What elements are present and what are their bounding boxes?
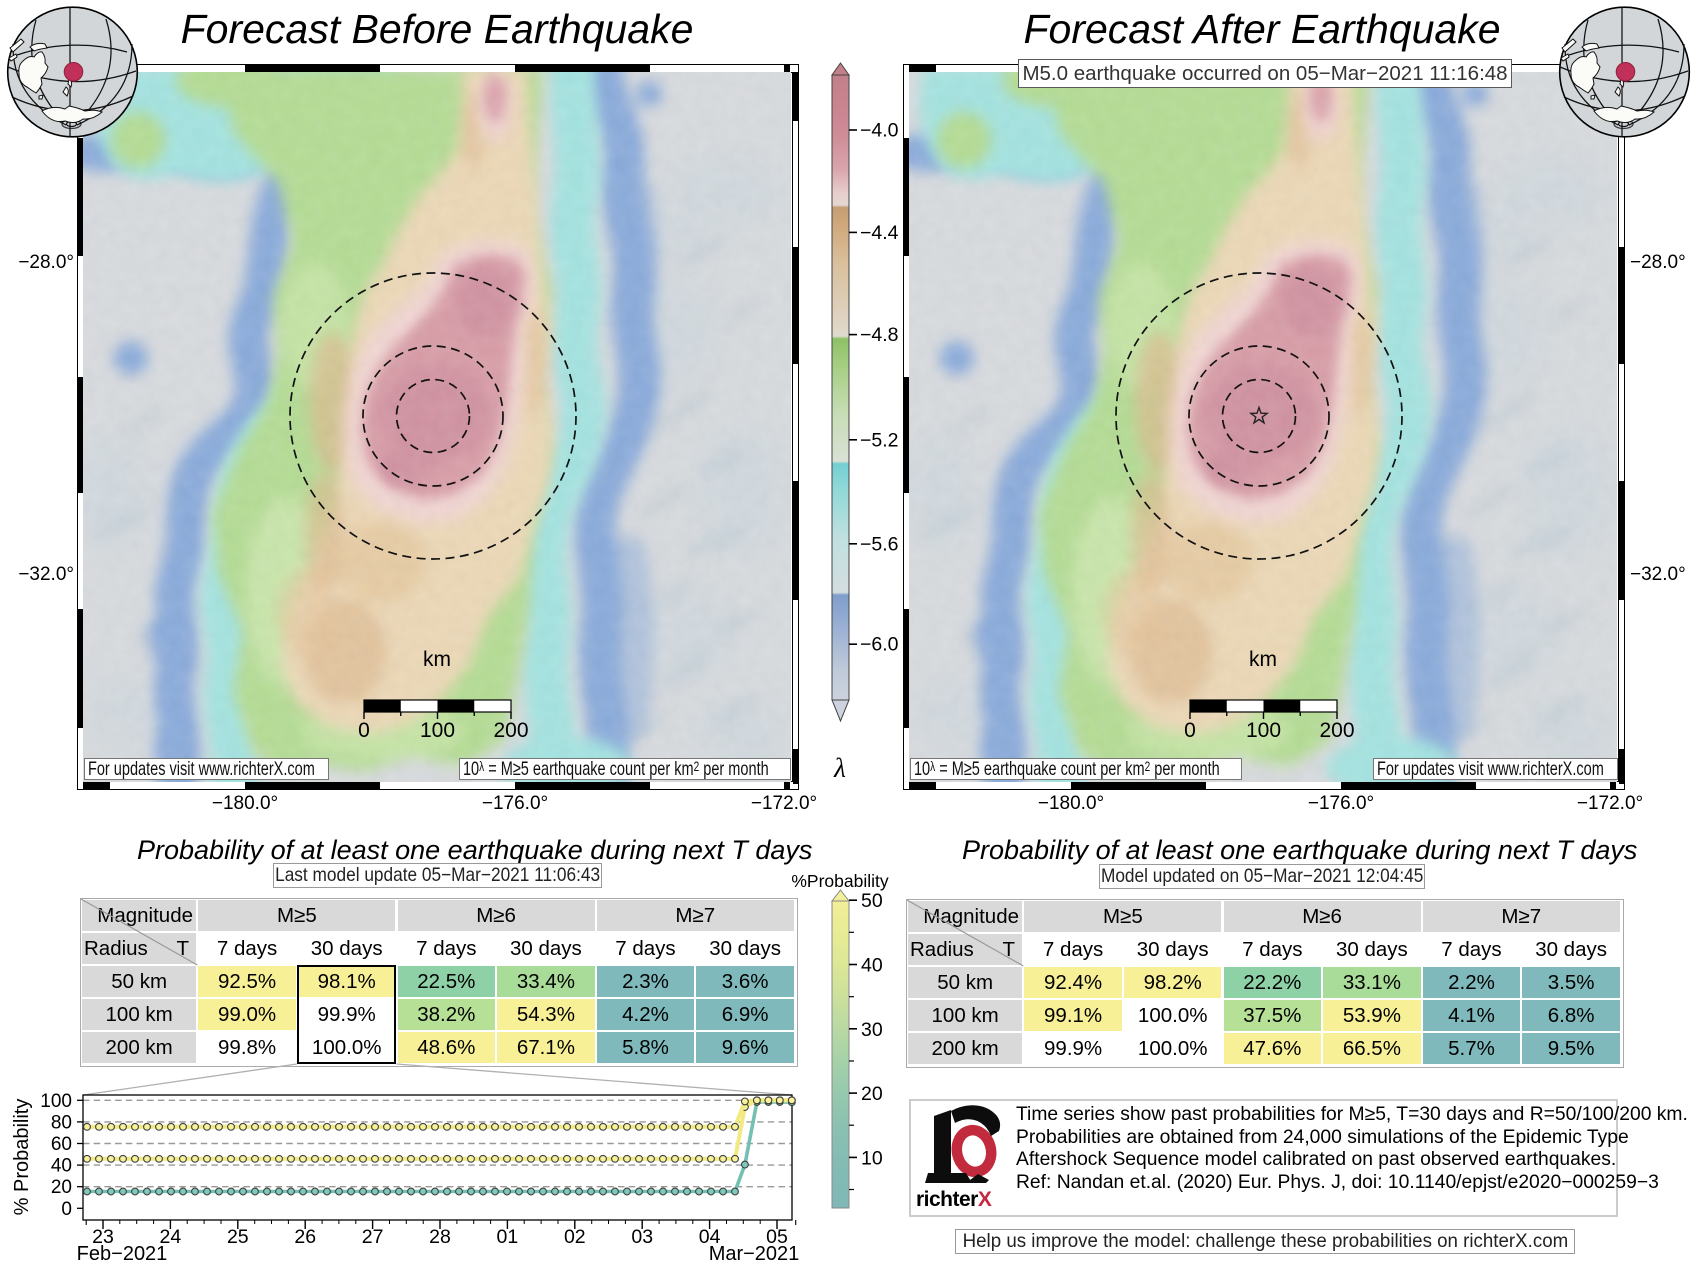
svg-text:03: 03 [631, 1226, 653, 1248]
svg-text:−5.2: −5.2 [860, 429, 899, 451]
svg-text:% Probability: % Probability [11, 1099, 33, 1216]
svg-text:25: 25 [227, 1226, 249, 1248]
svg-text:02: 02 [564, 1226, 586, 1248]
svg-text:0: 0 [61, 1199, 72, 1220]
svg-text:26: 26 [294, 1226, 316, 1248]
svg-text:40: 40 [861, 955, 883, 977]
svg-text:−4.0: −4.0 [860, 120, 899, 142]
svg-text:04: 04 [699, 1226, 721, 1248]
svg-text:λ: λ [833, 753, 846, 783]
svg-text:28: 28 [429, 1226, 451, 1248]
svg-text:−6.0: −6.0 [860, 634, 899, 656]
svg-text:50: 50 [861, 890, 883, 912]
svg-text:%Probability: %Probability [791, 871, 889, 891]
svg-text:−4.4: −4.4 [860, 222, 899, 244]
svg-text:23: 23 [92, 1226, 114, 1248]
svg-text:24: 24 [160, 1226, 182, 1248]
svg-text:10: 10 [861, 1147, 883, 1169]
svg-text:−5.6: −5.6 [860, 533, 899, 555]
svg-text:60: 60 [51, 1134, 72, 1155]
svg-text:Feb−2021: Feb−2021 [77, 1243, 168, 1265]
svg-text:01: 01 [497, 1226, 519, 1248]
svg-text:30: 30 [861, 1019, 883, 1041]
svg-text:80: 80 [51, 1112, 72, 1133]
svg-text:−4.8: −4.8 [860, 324, 899, 346]
svg-text:Mar−2021: Mar−2021 [709, 1243, 800, 1265]
svg-text:100: 100 [40, 1091, 72, 1112]
svg-text:05: 05 [766, 1226, 788, 1248]
svg-text:27: 27 [362, 1226, 384, 1248]
svg-text:40: 40 [51, 1156, 72, 1177]
svg-text:20: 20 [51, 1177, 72, 1198]
svg-text:20: 20 [861, 1083, 883, 1105]
